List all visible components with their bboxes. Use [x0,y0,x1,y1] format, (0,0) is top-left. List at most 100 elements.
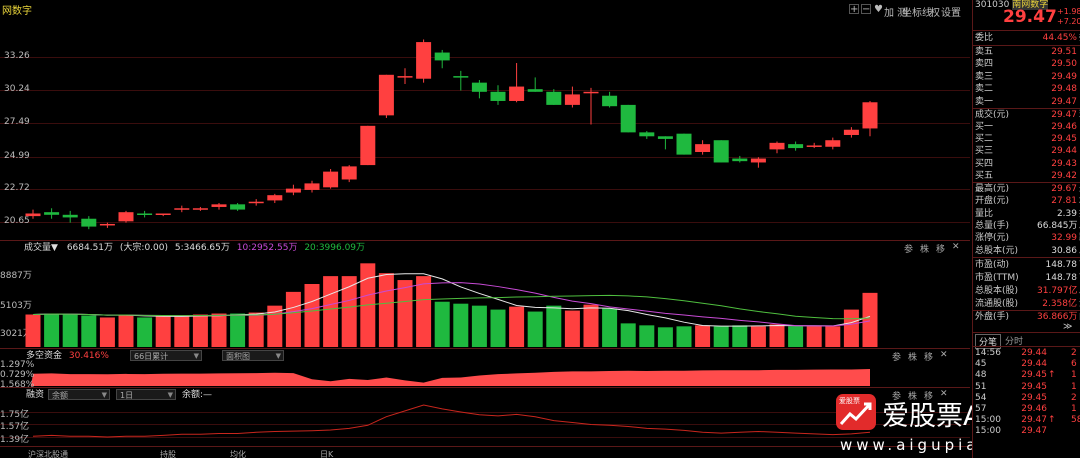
market-row: 市盈(TTM)148.78市值 [975,272,1080,283]
move-button[interactable]: 移 [924,353,934,363]
tab-fenshi[interactable]: 分时 [1005,337,1024,347]
volume-bar [676,326,692,347]
volume-ma20: 20:3996.09万 [304,243,366,253]
move-button[interactable]: 移 [936,245,946,255]
favorite-heart-icon[interactable]: ♥ [874,4,883,15]
volume-bar [323,276,339,347]
duokong-area [31,369,870,386]
duokong-label[interactable]: 多空资金 [26,351,63,361]
candle-body [862,102,878,129]
candle-body [25,213,41,217]
volume-bar [862,292,878,347]
tick-row: 45 29.44 6 [975,359,1077,370]
move-button[interactable]: 移 [924,392,934,402]
candle-body [341,166,357,180]
duokong-type-select[interactable]: 面积图 ▼ [222,350,284,361]
price-change-pct: +7.20 [1057,17,1080,26]
y-tick-label: 24.99 [4,151,30,161]
candle-body [397,76,413,78]
volume-chart[interactable] [0,241,970,348]
swap-button[interactable]: 株 [908,392,918,402]
swap-button[interactable]: 株 [908,353,918,363]
candle-body [434,52,450,61]
bottom-tab[interactable]: 日K [320,450,334,458]
tick-row: 14:56 29.44 2 [975,348,1077,358]
rongzi-field-select[interactable]: 余额 ▼ [48,389,110,400]
volume-bar [583,304,599,347]
rongzi-period-select[interactable]: 1日 ▼ [116,389,176,400]
zoom-in-button[interactable]: + [849,4,859,15]
rongzi-label[interactable]: 融资 [26,390,45,400]
close-icon[interactable]: ✕ [940,350,948,360]
tab-fenbi[interactable]: 分笔 [975,334,1002,349]
zoom-out-button[interactable]: − [861,4,871,15]
candle-body [99,223,115,226]
volume-bar [211,313,227,347]
duokong-panel: 多空资金 30.416% 66日累计 ▼ 面积图 ▼ 参 株 移 ✕ 1.297% … [0,349,970,390]
candle-body [676,133,692,155]
bottom-tab[interactable]: 均化 [230,450,246,458]
chevron-down-icon[interactable]: ▼ [51,243,58,253]
rongzi-line-chart[interactable] [0,388,970,446]
volume-bar [713,326,729,347]
duokong-period-select[interactable]: 66日累计 ▼ [130,350,202,361]
params-button[interactable]: 参 [892,353,902,363]
y-tick-label: 20.65 [4,216,30,226]
y-tick-label: 1.568% [0,380,35,390]
close-icon[interactable]: ✕ [940,389,948,399]
candle-body [620,104,636,133]
candle-body [750,158,766,163]
volume-panel: 成交量▼ 6684.51万 (大宗:0.00) 5:3466.65万 10:29… [0,241,970,348]
bottom-tab[interactable]: 持股 [160,450,176,458]
y-tick-label: 1.39亿 [0,435,30,445]
candle-body [564,94,580,105]
tick-row: 57 29.46 1 [975,404,1077,414]
bid-row: 买二 29.45 [975,134,1077,145]
candle-body [155,213,171,215]
tick-row: 54 29.45 2 [975,392,1077,403]
volume-bar [639,325,655,347]
candle-body [732,158,748,162]
candle-body [378,74,394,116]
volume-bar [471,305,487,347]
y-tick-label: 0.729% [0,370,35,380]
kline-chart[interactable] [0,0,970,240]
params-button[interactable]: 参 [904,245,914,255]
expand-icon[interactable]: ≫ [1063,322,1073,332]
settings-button[interactable]: 设置 [941,8,961,19]
y-tick-label: 8887万 [0,271,32,281]
volume-bar [806,326,822,347]
volume-ma5: 5:3466.65万 [174,243,230,253]
price-change: +1.98 [1057,7,1080,16]
y-tick-label: 1.57亿 [0,422,30,432]
candle-body [639,132,655,137]
volume-bar [416,276,432,347]
fuquan-button[interactable]: 权 [930,8,940,19]
bid-row: 买一 29.46 [975,122,1077,132]
volume-bar [155,316,171,347]
ask-row: 卖三 29.49 [975,71,1077,82]
duokong-area-chart[interactable] [0,349,970,387]
bottom-tab[interactable]: 沪深北股通 [28,450,68,458]
crosshair-button[interactable]: 坐标线 [902,8,932,19]
candle-body [713,140,729,163]
ask-row: 卖二 29.48 [975,84,1077,95]
swap-button[interactable]: 株 [920,245,930,255]
volume-header: 成交量▼ 6684.51万 (大宗:0.00) 5:3466.65万 10:29… [24,241,365,255]
volume-bar [490,309,506,347]
close-icon[interactable]: ✕ [952,242,960,252]
volume-bar [527,311,543,347]
candle-body [62,214,78,218]
stat-row: 最高(元)29.67最低 [975,184,1080,194]
stat-row: 开盘(元)27.81均价 [975,196,1080,207]
candle-body [360,125,376,166]
params-button[interactable]: 参 [892,392,902,402]
volume-bar [732,325,748,347]
volume-bar [546,305,562,347]
y-tick-label: 33.26 [4,51,30,61]
volume-label[interactable]: 成交量 [24,243,52,253]
zoom-measure-button[interactable]: 加 测 [884,8,908,19]
tick-row: 15:00 29.47 ↑ 58 [975,415,1080,426]
volume-bar [434,301,450,347]
candle-body [825,140,841,147]
